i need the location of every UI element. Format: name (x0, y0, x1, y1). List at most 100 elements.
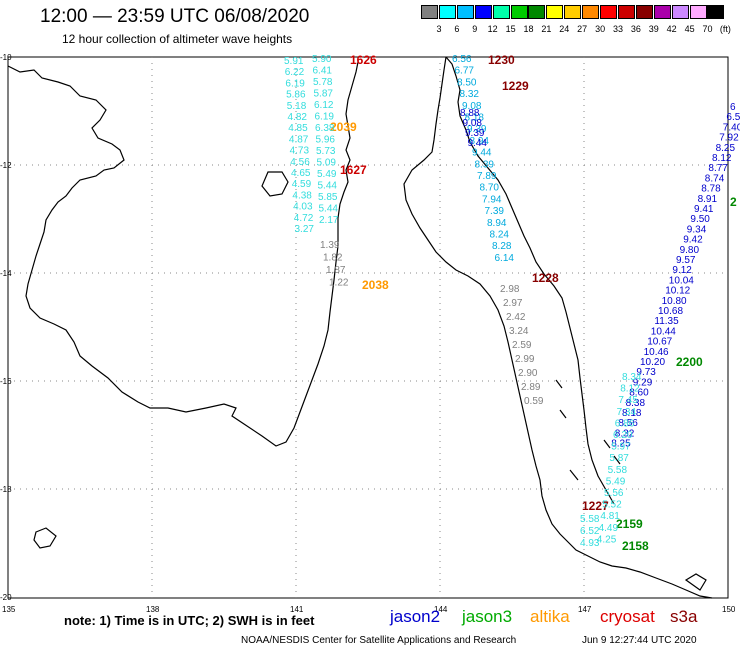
wave-height-value: 9.50 (690, 214, 710, 225)
wave-height-value: 8.32 (615, 428, 635, 439)
wave-height-value: 10.68 (658, 306, 683, 317)
coastline (7, 56, 713, 599)
wave-height-value: 5.78 (313, 77, 333, 88)
wave-height-value: 9.57 (676, 255, 696, 266)
pass-time-label: 2 (730, 195, 737, 209)
wave-height-value: 3.27 (295, 224, 315, 235)
wave-height-value: 6.77 (455, 66, 475, 77)
lon-labels: 135 138 141 144 147 150 (2, 605, 736, 614)
colorbar-swatch (671, 5, 689, 19)
lat-label: -10 (0, 53, 12, 62)
wave-height-value: 1.22 (329, 278, 349, 289)
wave-height-value: 8.50 (457, 77, 477, 88)
island-east (684, 573, 707, 591)
lon-label: 147 (578, 605, 592, 614)
lat-label: -20 (0, 593, 12, 602)
pass-time-label: 1228 (532, 271, 559, 285)
wave-height-value: 8.32 (460, 89, 480, 100)
wave-height-value: 10.44 (651, 326, 676, 337)
lon-label: 138 (146, 605, 160, 614)
wave-height-value: 9.39 (467, 124, 487, 135)
wave-height-value: 5.87 (314, 89, 334, 100)
wave-height-value: 8.39 (475, 159, 495, 170)
colorbar-swatch (635, 5, 653, 19)
wave-height-value: 10.67 (647, 337, 672, 348)
wave-height-value: 9.41 (694, 204, 714, 215)
wave-height-value: 6.56 (452, 54, 472, 65)
wave-height-value: 6.19 (315, 112, 335, 123)
colorbar-label: 42 (666, 24, 677, 34)
wave-height-value: 7.89 (477, 171, 497, 182)
colorbar-label: 27 (577, 24, 588, 34)
wave-height-value: 6.38 (315, 123, 335, 134)
colorbar-label: 30 (595, 24, 606, 34)
wave-height-value: 9.80 (680, 245, 700, 256)
wave-height-value: 8.28 (492, 241, 512, 252)
coastline-cape-york-east (445, 56, 615, 505)
colorbar-swatch (510, 5, 528, 19)
wave-height-value: 3.24 (509, 326, 529, 337)
colorbar-swatch (492, 5, 510, 19)
colorbar-label: 33 (612, 24, 623, 34)
pass-time-labels: 1626 1230 1229 2039 1627 2038 1228 2200 … (330, 53, 737, 553)
wave-height-value: 5.97 (611, 442, 631, 453)
wave-height-value: 7.40 (723, 122, 740, 133)
footer-credit: NOAA/NESDIS Center for Satellite Applica… (241, 635, 517, 646)
wave-height-value: 10.80 (662, 296, 687, 307)
wave-height-value: 4.38 (292, 190, 312, 201)
graticule (8, 57, 728, 598)
wave-height-value: 5.52 (602, 500, 622, 511)
satellite-tracks: 5.916.226.195.865.184.824.854.874.734.56… (284, 54, 740, 549)
colorbar-label: 15 (505, 24, 516, 34)
wave-height-value: 10.46 (644, 347, 669, 358)
wave-height-value: 5.09 (317, 158, 337, 169)
wave-height-value: 2.90 (518, 368, 538, 379)
wave-height-value: 7.34 (617, 407, 637, 418)
colorbar-swatch (689, 5, 707, 19)
wave-height-value: 8.34 (622, 372, 642, 383)
pass-time-label: 1230 (488, 53, 515, 67)
colorbar-label: 9 (472, 24, 478, 34)
wave-height-value: 4.72 (294, 213, 314, 224)
wave-height-value: 4.59 (292, 179, 312, 190)
wave-height-value: 9.29 (633, 377, 653, 388)
wave-height-value: 2.99 (515, 354, 535, 365)
wave-height-value: 2.89 (521, 382, 541, 393)
colorbar-swatch (617, 5, 635, 19)
wave-height-value: 8.77 (708, 163, 728, 174)
colorbar-label: 3 (436, 24, 442, 34)
wave-height-value: 8.38 (626, 398, 646, 409)
colorbar-swatch (707, 5, 725, 19)
wave-height-value: 2.98 (500, 284, 520, 295)
wave-height-value: 9.44 (468, 138, 488, 149)
wave-height-value: 6.22 (285, 67, 305, 78)
wave-height-value: 8.94 (487, 218, 507, 229)
wave-height-value: 2.59 (512, 340, 532, 351)
wave-height-value: 6.14 (495, 253, 515, 264)
pass-time-label: 2158 (622, 539, 649, 553)
coastline-nt (7, 61, 359, 447)
wave-height-value: 6.86 (615, 418, 635, 429)
wave-height-value: 9.39 (465, 128, 485, 139)
wave-height-value: 2.17 (319, 215, 339, 226)
island-mornington (33, 527, 57, 549)
wave-height-value: 11.35 (654, 316, 679, 327)
wave-height-value: 7.45 (618, 395, 638, 406)
wave-height-value: 4.56 (290, 157, 310, 168)
wave-height-value: 6.20 (613, 430, 633, 441)
wave-height-value: 9.34 (687, 224, 707, 235)
wave-height-value: 4.03 (293, 202, 313, 213)
pass-time-label: 2200 (676, 355, 703, 369)
wave-height-value: 4.82 (288, 112, 308, 123)
colorbar-swatch (421, 5, 438, 19)
lon-label: 150 (722, 605, 736, 614)
wave-height-value: 8.56 (618, 418, 638, 429)
legend-s3a: s3a (670, 607, 698, 626)
wave-height-value: 8.94 (470, 136, 490, 147)
map-frame (7, 56, 729, 599)
wave-height-value: 4.73 (290, 146, 310, 157)
pass-time-label: 1626 (350, 53, 377, 67)
legend-jason3: jason3 (462, 607, 513, 626)
wave-height-value: 5.44 (319, 204, 339, 215)
wave-height-value: 6.41 (313, 66, 333, 77)
